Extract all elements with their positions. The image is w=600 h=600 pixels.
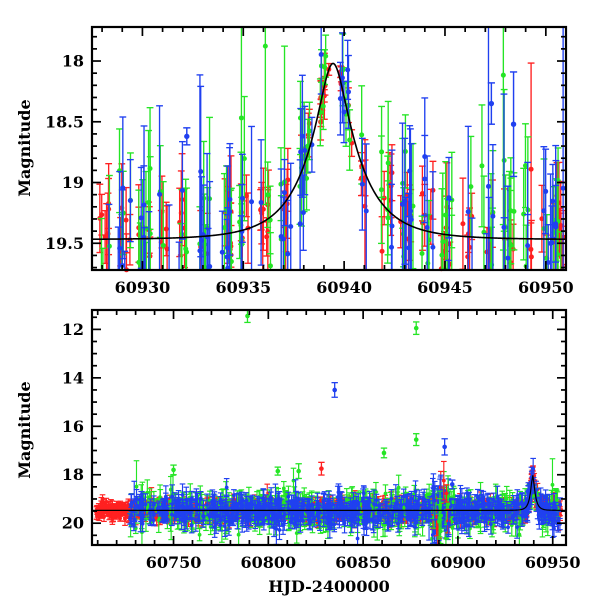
top-panel-outlier-points	[183, 71, 518, 178]
y-tick-label: 18.5	[45, 112, 84, 131]
top-panel-y-axis-label: Magnitude	[15, 99, 34, 196]
bottom-panel-outlier-points	[170, 311, 456, 490]
x-tick-label: 60800	[240, 553, 296, 572]
x-tick-label: 60900	[430, 553, 486, 572]
x-tick-label: 60935	[215, 278, 271, 297]
x-tick-label: 60850	[335, 553, 391, 572]
bottom-panel-group: 60750 60800 60850 60900 60950 12 14 16 18 20 Magn…	[15, 308, 581, 596]
y-tick-label: 18	[62, 465, 84, 484]
y-tick-label: 16	[62, 417, 84, 436]
x-axis-label: HJD-2400000	[268, 577, 389, 596]
bottom-panel-data-points	[92, 311, 567, 546]
bottom-panel-scatter-burst	[429, 460, 453, 546]
y-tick-label: 14	[62, 368, 84, 387]
x-tick-label: 60950	[518, 278, 574, 297]
y-tick-label: 19.5	[45, 234, 84, 253]
x-tick-label: 60750	[146, 553, 202, 572]
top-panel-group: 60930 60935 60940 60945 60950 18 18.5 19 19.5 Ma…	[15, 25, 574, 297]
y-tick-label: 12	[62, 320, 84, 339]
x-tick-label: 60945	[417, 278, 473, 297]
x-tick-label: 60940	[316, 278, 372, 297]
x-tick-label: 60930	[115, 278, 171, 297]
x-tick-label: 60950	[525, 553, 581, 572]
top-panel-frame	[90, 25, 568, 272]
series-blue-band	[105, 28, 566, 271]
y-tick-label: 20	[62, 514, 84, 533]
top-panel-model-curve	[92, 62, 567, 241]
top-panel-data-points	[96, 28, 567, 273]
bottom-panel-tick-labels: 60750 60800 60850 60900 60950 12 14 16 18 20	[62, 320, 581, 572]
y-tick-label: 18	[62, 52, 84, 71]
top-panel-tick-labels: 60930 60935 60940 60945 60950 18 18.5 19 19.5	[45, 52, 574, 297]
bottom-panel-baseline	[92, 475, 567, 511]
bottom-panel-y-axis-label: Magnitude	[15, 381, 34, 478]
y-tick-label: 19	[62, 173, 84, 192]
bottom-panel-frame	[90, 308, 568, 547]
series-blue-band	[127, 457, 563, 545]
